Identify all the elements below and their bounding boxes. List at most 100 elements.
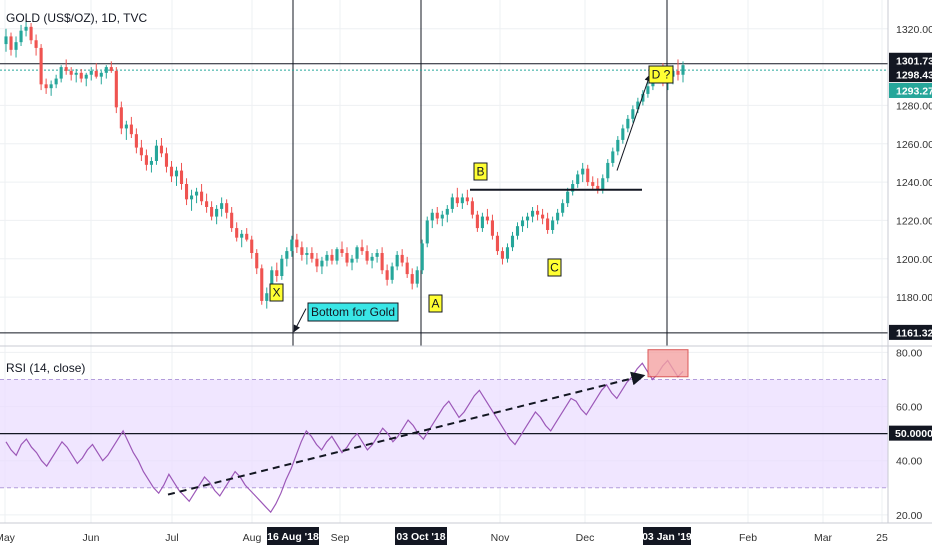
candle (74, 69, 78, 83)
candle (485, 208, 489, 225)
time-tick-label: Feb (739, 532, 757, 544)
candle (275, 262, 279, 282)
rsi-level-tag-label: 50.0000 (895, 428, 932, 440)
candle-body (571, 184, 575, 192)
candle (230, 207, 234, 232)
candle-body (169, 166, 174, 177)
candle-body (435, 212, 439, 219)
date-tag-label: 03 Jan '19 (642, 531, 692, 543)
candle (114, 67, 118, 114)
time-tick-label: May (0, 532, 16, 544)
candle-body (290, 239, 294, 252)
candle (34, 34, 38, 56)
point-label-box (648, 65, 674, 84)
candle-body (601, 178, 605, 190)
candle (79, 69, 83, 83)
time-tick-label: Dec (576, 532, 595, 544)
candle (596, 178, 600, 194)
candle-body (345, 253, 349, 263)
callout-box (307, 302, 399, 322)
candle (305, 247, 309, 265)
candle (250, 235, 254, 259)
candle-body (566, 191, 570, 204)
candle (525, 212, 530, 229)
candle-body (485, 216, 489, 221)
candle (84, 72, 88, 87)
candle-body (245, 233, 249, 240)
candle-body (235, 228, 239, 238)
candle (500, 247, 505, 265)
candle (300, 241, 304, 261)
candle (330, 249, 334, 265)
candle-body (29, 26, 33, 41)
candle-body (430, 212, 434, 221)
candle (184, 178, 189, 206)
candle (576, 170, 580, 188)
candle-body (109, 67, 113, 71)
candle-body (225, 203, 229, 213)
candle-body (420, 243, 424, 271)
candle (586, 164, 590, 186)
candle (370, 253, 374, 269)
candle-body (531, 210, 535, 217)
candle-body (64, 67, 68, 71)
candle-body (265, 293, 269, 301)
date-tag-label: 03 Oct '18 (396, 531, 445, 543)
price-tick-label: 1320.00 (896, 24, 932, 36)
candle (445, 205, 449, 223)
rsi-tick-label: 60.00 (896, 402, 922, 414)
point-label: D ? (652, 68, 671, 82)
candle (169, 161, 174, 183)
callout-text: Bottom for Gold (311, 305, 395, 319)
candle-body (49, 84, 53, 89)
candle-body (541, 214, 545, 219)
candle (315, 253, 319, 273)
candle (24, 21, 28, 37)
candle (255, 249, 259, 275)
candle-body (621, 128, 625, 140)
candle-body (179, 170, 184, 184)
candle (415, 266, 419, 288)
candle (265, 287, 269, 309)
candle-body (89, 70, 93, 75)
candle (621, 124, 625, 144)
candle-body (525, 216, 530, 221)
point-label: A (431, 297, 439, 311)
candle (139, 139, 143, 161)
candle (179, 162, 184, 190)
candle (395, 251, 399, 271)
time-tick-label: Jun (83, 532, 100, 544)
candle-body (536, 210, 540, 215)
candle (200, 184, 204, 206)
candle-body (250, 239, 254, 253)
candle (355, 245, 359, 263)
point-label-box (547, 258, 562, 277)
candle (510, 231, 515, 252)
candle-body (355, 247, 359, 259)
candle (49, 80, 53, 96)
candle-body (510, 235, 515, 248)
candle (475, 210, 479, 232)
rsi-chart-title: RSI (14, close) (6, 361, 85, 375)
candle-body (305, 253, 309, 255)
candle (425, 216, 429, 248)
candle-body (4, 36, 8, 45)
candle (385, 264, 389, 286)
candle (566, 187, 570, 207)
price-tag-label: 1298.43 (896, 70, 932, 82)
date-tag-box (267, 527, 319, 545)
candle-body (215, 208, 219, 217)
candle-body (189, 195, 194, 200)
candle (490, 214, 494, 240)
candle (335, 247, 339, 265)
candle-body (210, 207, 214, 217)
candle (19, 24, 23, 46)
candle (531, 207, 535, 223)
price-tick-label: 1220.00 (896, 215, 932, 227)
candle (365, 245, 369, 265)
candle-body (586, 168, 590, 183)
candle-body (591, 182, 595, 186)
candle-body (445, 208, 449, 215)
date-tag-label: 16 Aug '18 (267, 531, 319, 543)
candle (39, 44, 43, 91)
